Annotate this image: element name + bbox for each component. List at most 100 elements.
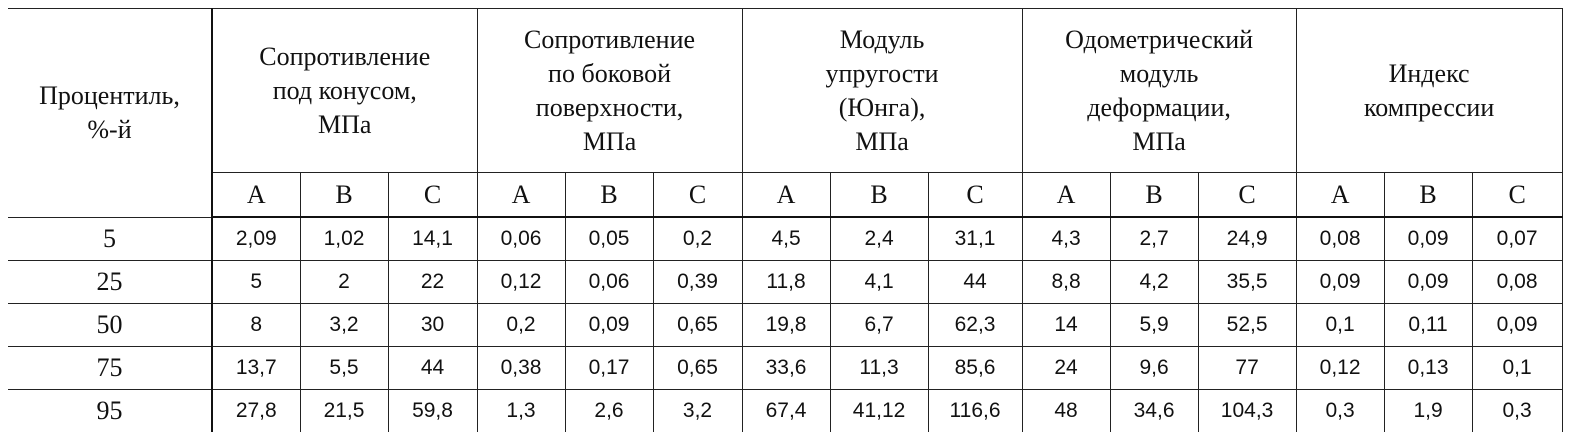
header-line: МПа [582, 126, 637, 156]
value-cell: 6,7 [829, 303, 929, 347]
value-cell: 1,9 [1383, 389, 1473, 432]
value-cell: 2,09 [211, 216, 301, 261]
value-cell: 0,65 [652, 346, 743, 390]
header-line: компрессии [1363, 92, 1495, 122]
subcolumn-header: A [1021, 172, 1111, 218]
value-cell: 4,5 [741, 216, 831, 261]
subcolumn-header: B [1383, 172, 1473, 218]
value-cell: 62,3 [927, 303, 1023, 347]
header-line: под конусом, [272, 75, 417, 105]
value-cell: 9,6 [1109, 346, 1199, 390]
header-line: Процентиль, [39, 80, 180, 110]
header-line: Индекс [1388, 58, 1470, 88]
subcolumn-header: C [927, 172, 1023, 218]
value-cell: 35,5 [1197, 260, 1297, 304]
value-cell: 24 [1021, 346, 1111, 390]
value-cell: 0,17 [564, 346, 654, 390]
value-cell: 33,6 [741, 346, 831, 390]
value-cell: 34,6 [1109, 389, 1199, 432]
value-cell: 59,8 [387, 389, 478, 432]
data-table: Процентиль, %-й Сопротивление под конусом, М… [8, 8, 1563, 432]
value-cell: 4,1 [829, 260, 929, 304]
value-cell: 5 [211, 260, 301, 304]
value-cell: 11,3 [829, 346, 929, 390]
group-header: Одометрический модуль деформации, МПа [1021, 8, 1297, 173]
value-cell: 85,6 [927, 346, 1023, 390]
value-cell: 2 [299, 260, 389, 304]
value-cell: 48 [1021, 389, 1111, 432]
value-cell: 0,39 [652, 260, 743, 304]
subcolumn-header: C [652, 172, 743, 218]
value-cell: 1,3 [476, 389, 566, 432]
header-row: Процентиль, %-й Сопротивление под конусом, М… [8, 8, 1563, 218]
value-cell: 0,08 [1295, 216, 1385, 261]
subcolumn-header: B [299, 172, 389, 218]
value-cell: 5,9 [1109, 303, 1199, 347]
value-cell: 0,38 [476, 346, 566, 390]
value-cell: 0,3 [1295, 389, 1385, 432]
value-cell: 0,09 [1383, 216, 1473, 261]
value-cell: 0,06 [564, 260, 654, 304]
value-cell: 4,3 [1021, 216, 1111, 261]
header-line: МПа [855, 126, 909, 156]
data-row: 75 13,7 5,5 44 0,38 0,17 0,65 33,6 11,3 85,6 24 9,6… [8, 346, 1563, 390]
value-cell: 0,3 [1471, 389, 1563, 432]
subcolumn-header: C [387, 172, 478, 218]
value-cell: 0,09 [1383, 260, 1473, 304]
value-cell: 14 [1021, 303, 1111, 347]
header-line: Одометрический [1065, 24, 1254, 54]
percentile-cell: 5 [8, 216, 213, 261]
value-cell: 77 [1197, 346, 1297, 390]
header-line: МПа [1132, 126, 1186, 156]
value-cell: 2,7 [1109, 216, 1199, 261]
header-line: поверхности, [535, 92, 684, 122]
header-line: Сопротивление [259, 41, 431, 71]
group-header: Модуль упругости (Юнга), МПа [741, 8, 1023, 173]
value-cell: 0,2 [652, 216, 743, 261]
group-header: Сопротивление под конусом, МПа [211, 8, 478, 173]
value-cell: 3,2 [652, 389, 743, 432]
value-cell: 21,5 [299, 389, 389, 432]
percentile-cell: 25 [8, 260, 213, 304]
value-cell: 0,65 [652, 303, 743, 347]
value-cell: 14,1 [387, 216, 478, 261]
value-cell: 4,2 [1109, 260, 1199, 304]
value-cell: 19,8 [741, 303, 831, 347]
value-cell: 0,12 [1295, 346, 1385, 390]
value-cell: 2,4 [829, 216, 929, 261]
subcolumn-header: A [741, 172, 831, 218]
value-cell: 13,7 [211, 346, 301, 390]
percentile-cell: 50 [8, 303, 213, 347]
data-row: 5 2,09 1,02 14,1 0,06 0,05 0,2 4,5 2,4 31,1 4,3 2,7… [8, 216, 1563, 261]
data-row: 95 27,8 21,5 59,8 1,3 2,6 3,2 67,4 41,12 116,6 48 3… [8, 389, 1563, 432]
data-row: 50 8 3,2 30 0,2 0,09 0,65 19,8 6,7 62,3 14 5,9 52,5 0… [8, 303, 1563, 347]
data-row: 25 5 2 22 0,12 0,06 0,39 11,8 4,1 44 8,8 4,2 35,5 0,0… [8, 260, 1563, 304]
group-header: Сопротивление по боковой поверхности, МПа [476, 8, 743, 173]
percentile-cell: 75 [8, 346, 213, 390]
subcolumn-header: A [476, 172, 566, 218]
header-line: деформации, [1087, 92, 1231, 122]
value-cell: 8,8 [1021, 260, 1111, 304]
subcolumn-header: B [1109, 172, 1199, 218]
value-cell: 3,2 [299, 303, 389, 347]
value-cell: 31,1 [927, 216, 1023, 261]
value-cell: 44 [387, 346, 478, 390]
value-cell: 0,12 [476, 260, 566, 304]
subcolumn-header: B [564, 172, 654, 218]
header-line: модуль [1119, 58, 1199, 88]
subcolumn-header: A [1295, 172, 1385, 218]
corner-header: Процентиль, %-й [8, 8, 213, 218]
subcolumn-header: A [211, 172, 301, 218]
value-cell: 0,11 [1383, 303, 1473, 347]
header-line: МПа [318, 109, 372, 139]
value-cell: 41,12 [829, 389, 929, 432]
header-line: Модуль [839, 24, 925, 54]
value-cell: 0,07 [1471, 216, 1563, 261]
value-cell: 24,9 [1197, 216, 1297, 261]
value-cell: 0,09 [564, 303, 654, 347]
value-cell: 0,09 [1295, 260, 1385, 304]
percentile-cell: 95 [8, 389, 213, 432]
